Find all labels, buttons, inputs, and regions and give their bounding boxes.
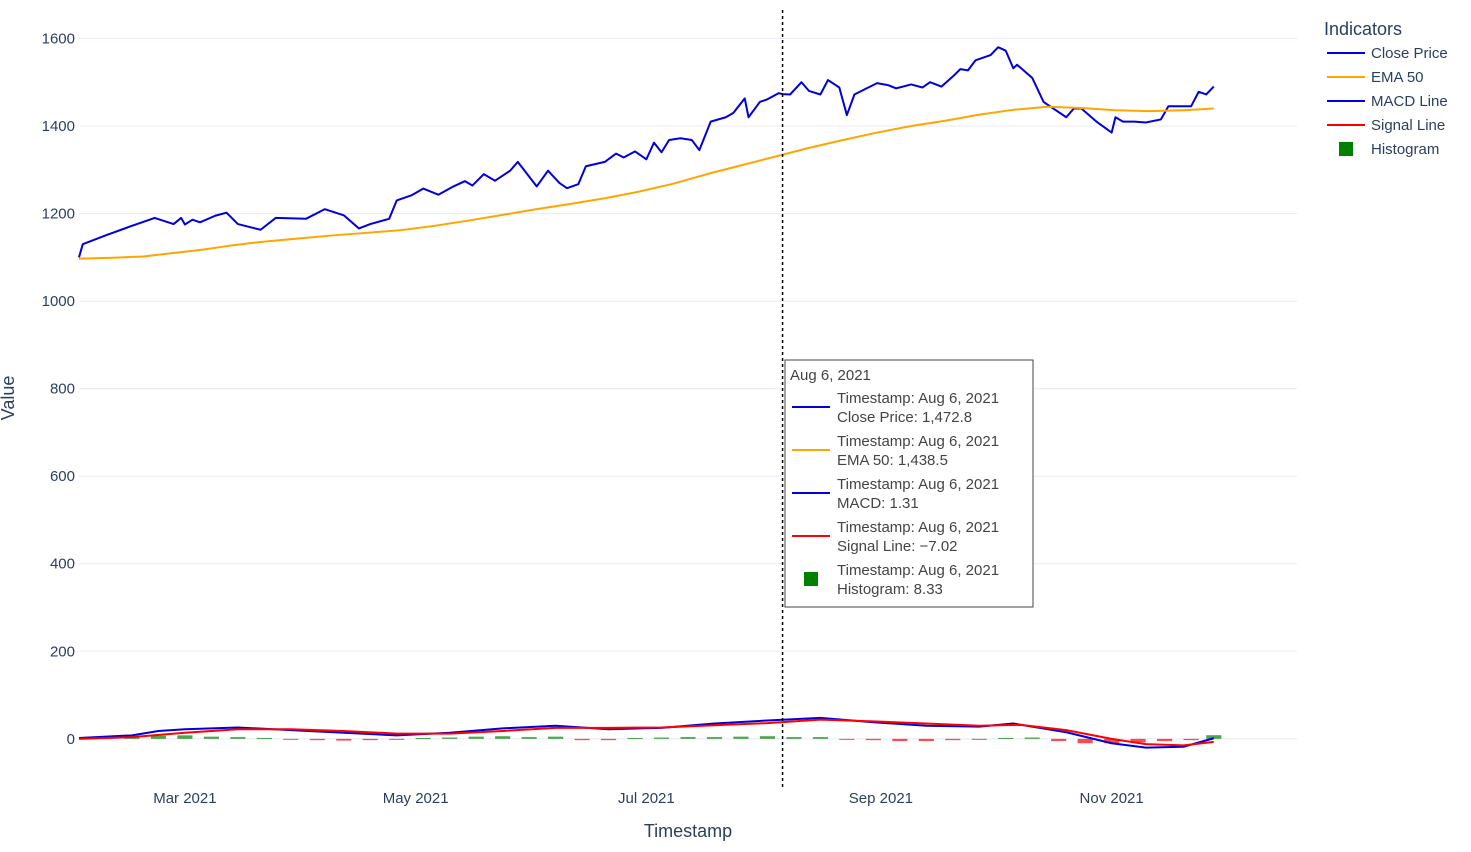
grid-layer [79, 37, 1297, 740]
x-tick-labels: Mar 2021 May 2021 Jul 2021 Sep 2021 Nov 2021 [153, 790, 1144, 807]
x-axis-title: Timestamp [644, 821, 732, 841]
histogram-bar-5 [230, 737, 246, 739]
histogram-bar-24 [733, 736, 749, 739]
x-tick-label-1: May 2021 [383, 790, 449, 807]
series-line-ema-50 [78, 105, 1214, 260]
histogram-bar-15 [495, 736, 511, 739]
histogram-bar-30 [892, 738, 908, 742]
histogram-bar-40 [1157, 738, 1173, 742]
tooltip-swatch-4 [804, 572, 818, 586]
series-line-signal-line [78, 718, 1214, 747]
legend-label-close-price: Close Price [1371, 45, 1448, 62]
histogram-bar-10 [362, 738, 378, 741]
histogram-bar-42 [1206, 735, 1222, 739]
x-tick-label-3: Sep 2021 [849, 790, 913, 807]
histogram-bar-32 [945, 738, 961, 741]
histogram-bar-31 [918, 738, 934, 742]
histogram-bar-12 [415, 737, 431, 739]
tooltip-entry-timestamp-1: Timestamp: Aug 6, 2021 [837, 433, 999, 450]
histogram-bar-18 [574, 738, 590, 741]
y-tick-label-0: 0 [67, 731, 75, 748]
y-tick-label-600: 600 [50, 468, 75, 485]
y-tick-label-1400: 1400 [42, 118, 75, 135]
histogram-bar-38 [1104, 738, 1120, 744]
tooltip-entry-value-0: Close Price: 1,472.8 [837, 409, 972, 426]
histogram-bar-28 [839, 738, 855, 740]
y-tick-label-400: 400 [50, 556, 75, 573]
histogram-bar-22 [680, 737, 696, 739]
legend: Indicators Close Price EMA 50 MACD Line Sig… [1324, 19, 1448, 158]
histogram-bar-6 [256, 737, 272, 739]
histogram-bar-35 [1024, 737, 1040, 739]
legend-label-signal-line: Signal Line [1371, 117, 1445, 134]
histogram-bar-33 [971, 738, 987, 740]
y-tick-label-1200: 1200 [42, 206, 75, 223]
tooltip-entry-timestamp-0: Timestamp: Aug 6, 2021 [837, 390, 999, 407]
legend-items: Close Price EMA 50 MACD Line Signal Line His… [1327, 45, 1448, 158]
tooltip-entry-timestamp-3: Timestamp: Aug 6, 2021 [837, 519, 999, 536]
tooltip-header: Aug 6, 2021 [790, 367, 871, 384]
y-tick-label-800: 800 [50, 381, 75, 398]
legend-swatch-histogram [1339, 142, 1353, 156]
histogram-bar-19 [601, 738, 617, 741]
histogram-bar-3 [177, 735, 193, 739]
histogram-bar-4 [203, 736, 219, 739]
histogram-bar-17 [548, 736, 564, 739]
histogram-bar-27 [812, 737, 828, 739]
histogram-bar-37 [1077, 738, 1093, 744]
histogram-layer [97, 735, 1222, 744]
legend-label-ema-50: EMA 50 [1371, 69, 1424, 86]
histogram-bar-36 [1051, 738, 1067, 742]
tooltip-entry-value-4: Histogram: 8.33 [837, 581, 943, 598]
tooltip-entry-timestamp-4: Timestamp: Aug 6, 2021 [837, 562, 999, 579]
histogram-bar-9 [336, 738, 352, 741]
hover-tooltip: Aug 6, 2021 Timestamp: Aug 6, 2021 Close … [784, 359, 1034, 608]
series-layer [78, 46, 1215, 749]
legend-label-histogram: Histogram [1371, 141, 1439, 158]
tooltip-box [784, 359, 1034, 608]
histogram-bar-7 [283, 738, 299, 740]
y-tick-labels: 0 200 400 600 800 1000 1200 1400 1600 [42, 30, 75, 747]
histogram-bar-14 [468, 736, 484, 739]
histogram-bar-29 [865, 738, 881, 741]
histogram-bar-20 [627, 737, 643, 739]
tooltip-entry-value-1: EMA 50: 1,438.5 [837, 452, 948, 469]
histogram-bar-11 [389, 738, 405, 740]
histogram-bar-23 [706, 737, 723, 739]
tooltip-entry-timestamp-2: Timestamp: Aug 6, 2021 [837, 476, 999, 493]
histogram-bar-25 [759, 736, 775, 739]
tooltip-entry-value-3: Signal Line: −7.02 [837, 538, 958, 555]
series-line-macd-line [78, 716, 1215, 749]
series-line-close-price [78, 46, 1215, 258]
x-tick-label-4: Nov 2021 [1080, 790, 1144, 807]
tooltip-entry-value-2: MACD: 1.31 [837, 495, 919, 512]
histogram-bar-34 [998, 737, 1014, 739]
histogram-bar-41 [1183, 738, 1199, 741]
histogram-bar-2 [150, 735, 166, 739]
histogram-bar-21 [653, 737, 670, 739]
histogram-bar-26 [786, 737, 802, 739]
x-tick-label-0: Mar 2021 [153, 790, 216, 807]
histogram-bar-16 [521, 737, 537, 739]
tooltip-entries: Timestamp: Aug 6, 2021 Close Price: 1,472… [792, 390, 999, 598]
y-tick-label-1000: 1000 [42, 293, 75, 310]
legend-label-macd-line: MACD Line [1371, 93, 1448, 110]
y-tick-label-200: 200 [50, 643, 75, 660]
legend-title: Indicators [1324, 19, 1402, 39]
y-tick-label-1600: 1600 [42, 30, 75, 47]
histogram-bar-39 [1130, 738, 1146, 743]
x-tick-label-2: Jul 2021 [618, 790, 675, 807]
histogram-bar-13 [442, 737, 458, 739]
y-axis-title: Value [0, 376, 18, 421]
histogram-bar-8 [309, 738, 325, 741]
